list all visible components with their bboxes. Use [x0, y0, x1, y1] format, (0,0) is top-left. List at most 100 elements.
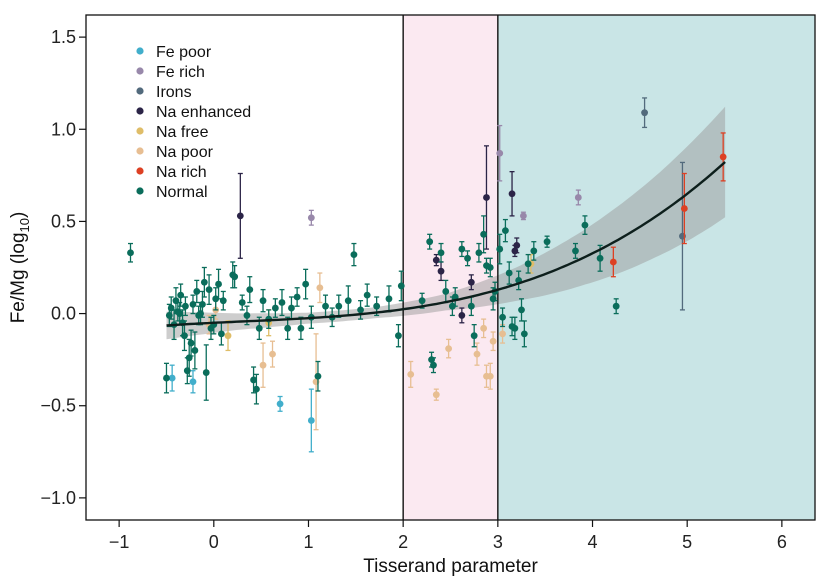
legend-item-na-poor: Na poor — [136, 144, 214, 161]
data-point — [467, 278, 475, 286]
data-point — [581, 221, 589, 229]
data-point — [430, 361, 437, 369]
y-axis-label: Fe/Mg (log10) — [8, 212, 32, 324]
legend-label: Na free — [156, 124, 209, 141]
data-point — [191, 347, 199, 354]
x-tick-label: −1 — [109, 532, 130, 552]
data-point — [202, 369, 210, 376]
data-point — [215, 280, 222, 288]
data-point — [314, 372, 322, 380]
data-point — [212, 295, 220, 303]
x-axis-label: Tisserand parameter — [363, 556, 538, 577]
data-point — [395, 332, 402, 340]
legend-item-na-free: Na free — [136, 124, 209, 141]
data-point — [464, 254, 471, 262]
data-point — [432, 256, 440, 264]
data-point — [480, 230, 488, 238]
data-point — [189, 378, 197, 386]
data-point — [350, 251, 358, 258]
data-point — [574, 194, 582, 201]
data-point — [269, 350, 276, 358]
y-tick-label: 1.0 — [51, 119, 76, 139]
data-point — [322, 302, 329, 310]
data-point — [193, 288, 201, 295]
region-boundaries — [402, 15, 499, 520]
data-point — [284, 324, 292, 332]
legend-label: Na poor — [156, 144, 214, 161]
series-na-enhanced — [236, 145, 521, 324]
legend-item-fe-rich: Fe rich — [136, 64, 205, 81]
legend-marker — [136, 187, 144, 195]
x-tick-label: 1 — [303, 532, 313, 552]
data-point — [489, 337, 497, 345]
data-point — [271, 304, 279, 312]
data-point — [520, 212, 527, 220]
data-point — [596, 254, 604, 262]
series-fe-poor — [168, 364, 315, 453]
y-tick-label: 0.0 — [51, 304, 76, 324]
x-tick-label: 0 — [209, 532, 219, 552]
x-axis-ticks: −1 0 1 2 3 4 5 6 — [109, 520, 787, 552]
data-point — [508, 190, 516, 198]
data-point — [502, 227, 509, 235]
y-tick-label: 0.5 — [51, 211, 76, 231]
data-point — [505, 269, 513, 277]
data-point — [418, 297, 426, 305]
y-tick-label: −1.0 — [40, 488, 76, 508]
data-point — [335, 302, 343, 310]
legend-item-fe-poor: Fe poor — [136, 44, 212, 61]
data-point — [250, 376, 257, 384]
legend-item-irons: Irons — [136, 84, 192, 101]
legend-item-normal: Normal — [136, 184, 208, 201]
data-point — [259, 361, 267, 369]
data-point — [496, 245, 504, 253]
data-point — [486, 264, 494, 271]
data-point — [518, 306, 525, 314]
y-axis-ticks: −1.0 −0.5 0.0 0.5 1.0 1.5 — [40, 27, 86, 508]
data-point — [168, 374, 176, 382]
data-point — [373, 302, 381, 310]
data-point — [458, 245, 466, 253]
y-axis-label-close: ) — [8, 212, 29, 218]
data-point — [480, 324, 488, 332]
data-point — [357, 306, 364, 314]
data-point — [302, 280, 310, 288]
data-point — [530, 247, 538, 255]
data-points — [127, 97, 727, 453]
legend-label: Fe poor — [156, 44, 212, 61]
data-point — [432, 391, 440, 399]
legend-marker — [136, 47, 144, 55]
data-point — [470, 332, 478, 340]
data-point — [483, 194, 490, 201]
data-point — [297, 324, 305, 332]
x-tick-label: 2 — [398, 532, 408, 552]
data-point — [407, 370, 415, 378]
data-point — [426, 238, 434, 246]
data-point — [243, 312, 251, 319]
data-point — [246, 286, 254, 294]
data-point — [641, 109, 648, 117]
data-point — [511, 324, 519, 332]
y-axis-label-subscript: 10 — [17, 218, 32, 232]
legend-label: Normal — [156, 184, 208, 201]
data-point — [316, 284, 324, 292]
data-point — [307, 417, 315, 424]
data-point — [255, 324, 263, 332]
data-point — [511, 247, 519, 255]
data-point — [176, 310, 184, 317]
data-point — [307, 214, 315, 222]
legend-marker — [136, 87, 144, 95]
legend-label: Na rich — [156, 164, 207, 181]
legend-label: Irons — [156, 84, 192, 101]
data-point — [496, 149, 504, 157]
x-tick-label: 4 — [588, 532, 598, 552]
data-point — [163, 374, 170, 382]
plot-frame — [85, 14, 816, 521]
data-point — [293, 293, 301, 301]
data-point — [177, 291, 185, 299]
data-point — [217, 330, 225, 338]
data-point — [344, 297, 352, 305]
x-tick-label: 3 — [493, 532, 503, 552]
legend-marker — [136, 127, 144, 135]
data-point — [458, 312, 466, 319]
